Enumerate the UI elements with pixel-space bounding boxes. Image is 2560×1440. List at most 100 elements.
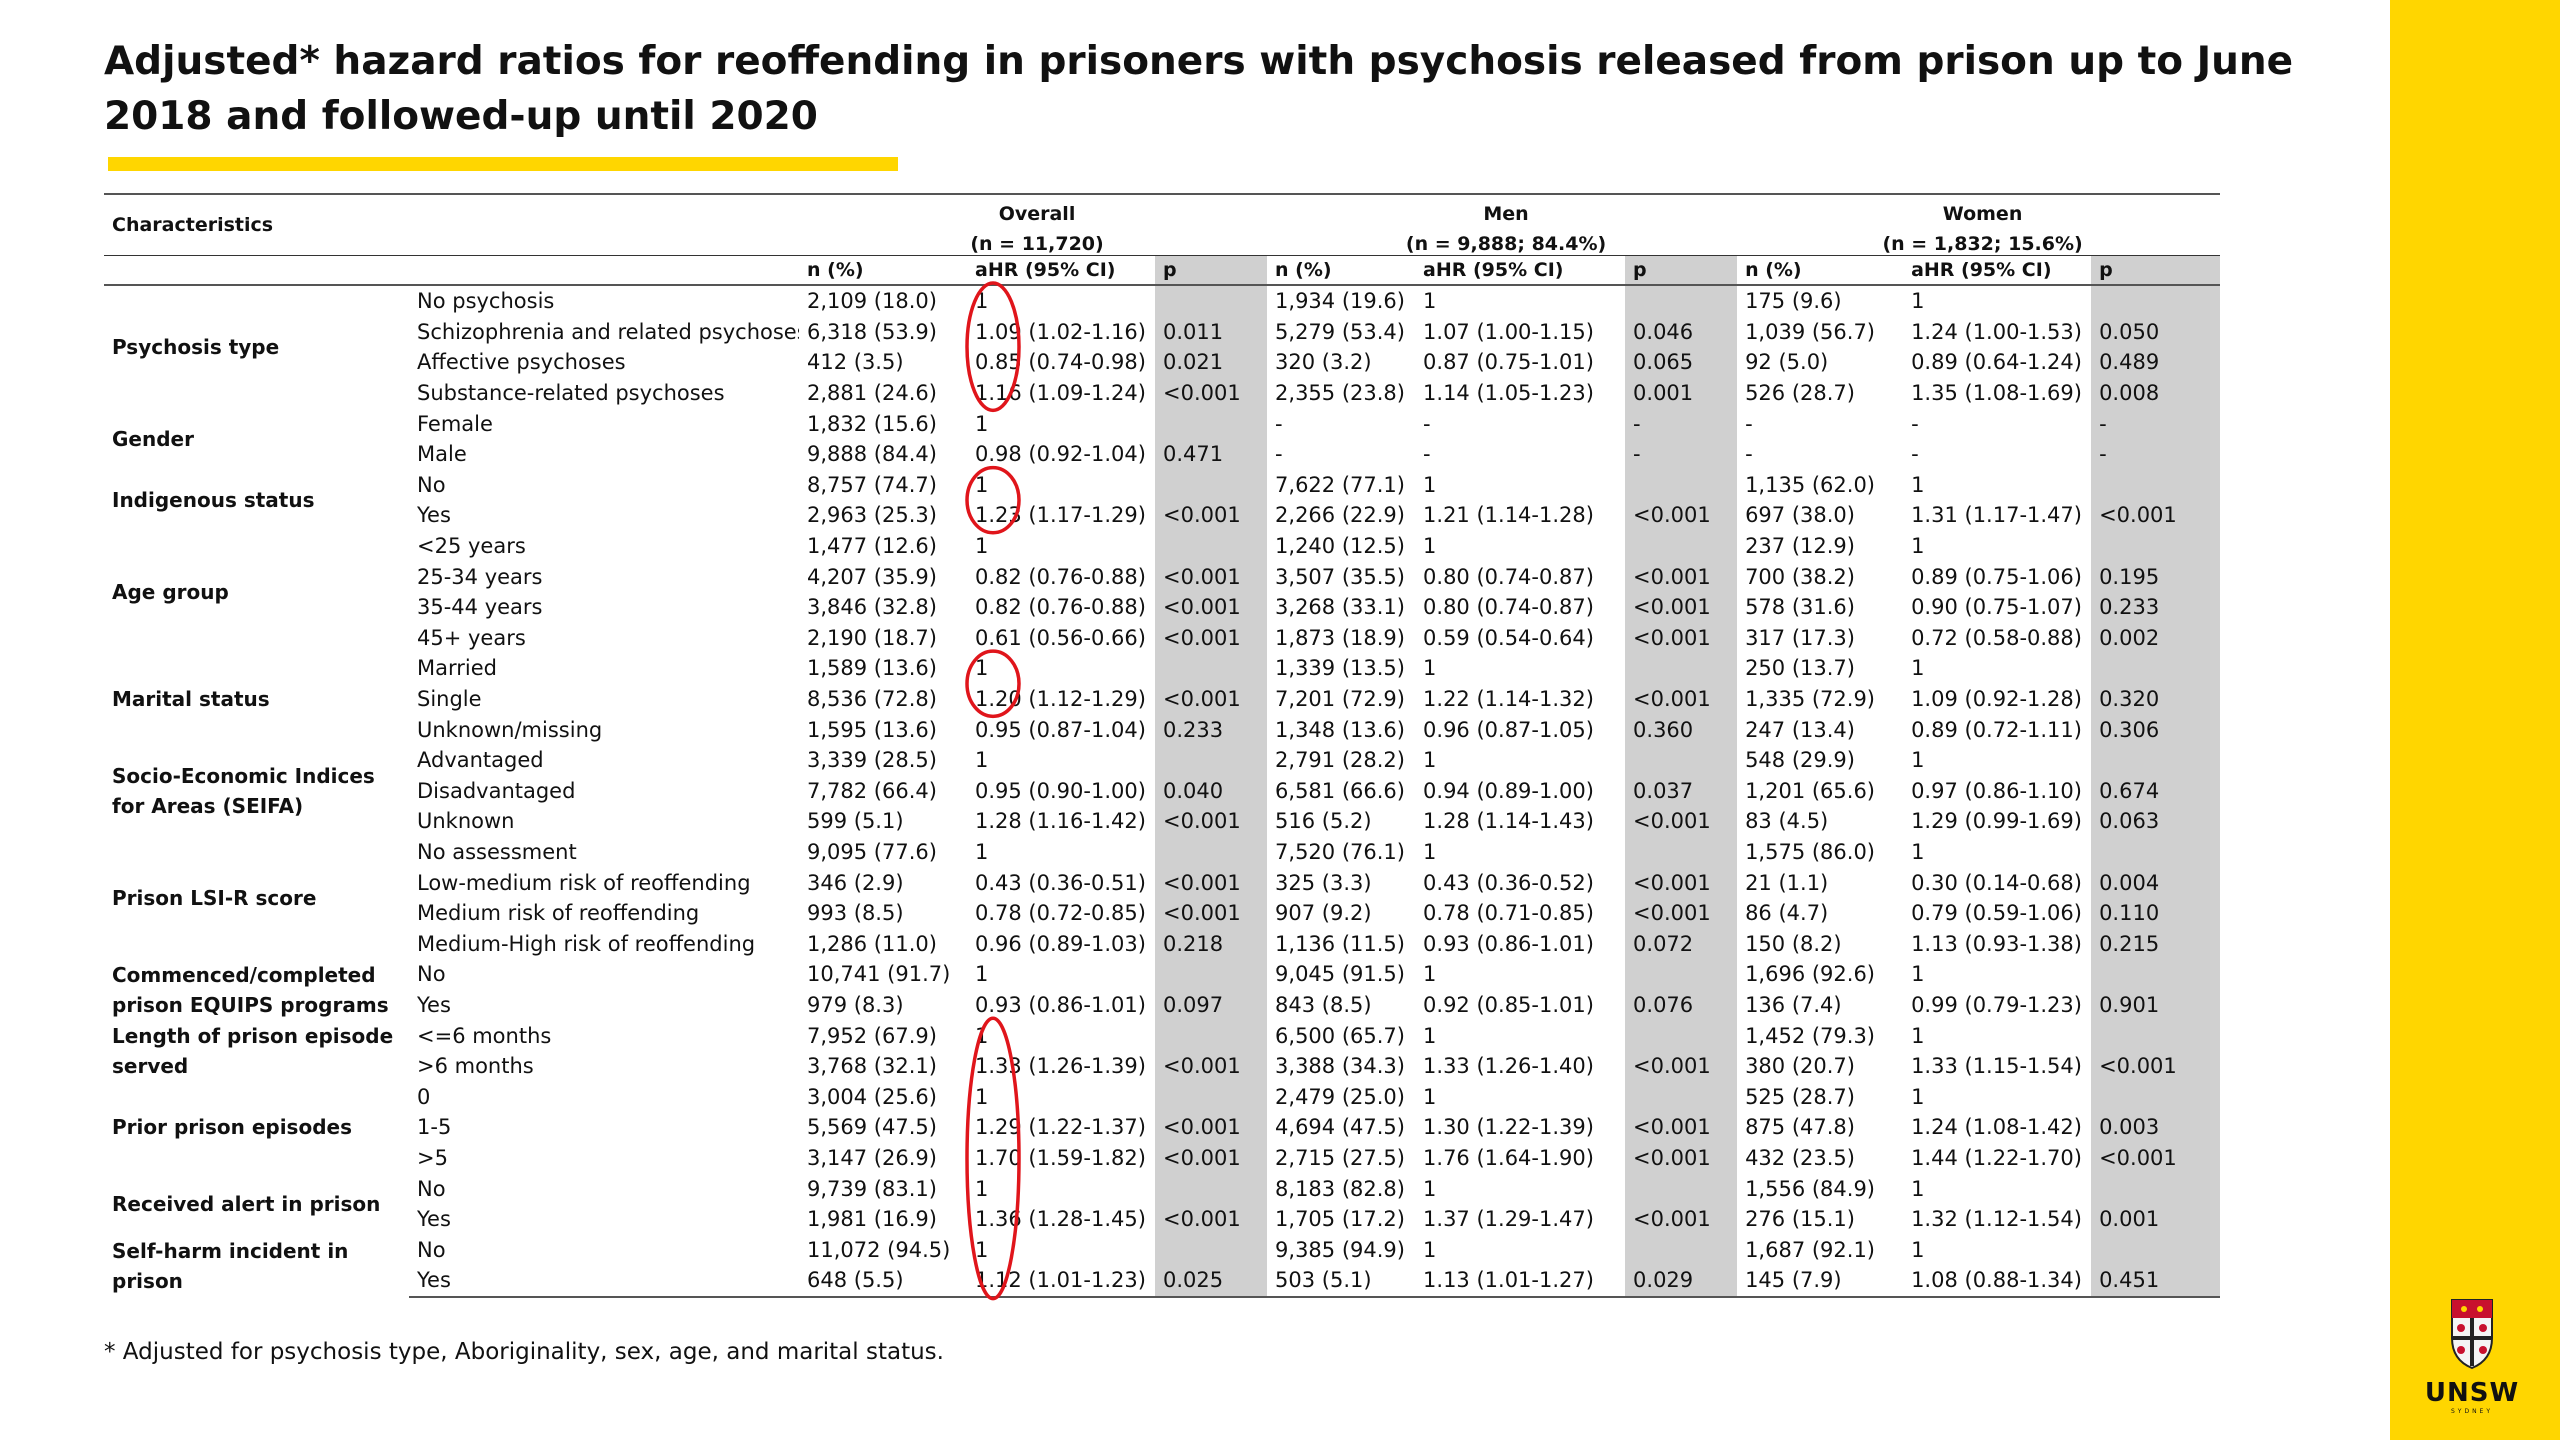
group-n-overall: (n = 11,720) (799, 225, 1268, 256)
cell-women-n: 432 (23.5) (1745, 1145, 1855, 1170)
cell-women-p (2091, 530, 2221, 562)
cell-women-ahr: 1 (1911, 289, 1925, 314)
cell-overall-ahr: 1 (975, 1084, 989, 1109)
cell-women-ahr: 1 (1911, 962, 1925, 987)
cell-women-ahr: 1.33 (1.15-1.54) (1911, 1054, 2082, 1079)
cell-women-ahr: 0.90 (0.75-1.07) (1911, 595, 2082, 620)
cell-women-n: 21 (1.1) (1745, 870, 1829, 895)
cell-overall-ahr: 1 (975, 534, 989, 559)
table-row: Prison LSI-R score No assessment 9,095 (77… (104, 836, 2221, 910)
cell-men-n: 516 (5.2) (1275, 809, 1372, 834)
cell-overall-ahr: 0.82 (0.76-0.88) (975, 595, 1146, 620)
table-row: Unknown/missing 1,595 (13.6) 0.95 (0.87-1.… (104, 714, 2221, 745)
cell-men-n: 1,705 (17.2) (1275, 1207, 1405, 1232)
cell-men-p (1625, 653, 1738, 684)
cell-women-n: 700 (38.2) (1745, 564, 1855, 589)
level-label: Schizophrenia and related psychoses (417, 319, 799, 344)
cell-overall-p: <0.001 (1155, 1050, 1268, 1082)
subheader-n: n (%) (1737, 255, 1904, 286)
cell-men-ahr: 1 (1423, 1237, 1437, 1262)
cell-overall-n: 7,952 (67.9) (807, 1023, 937, 1048)
cell-overall-p: <0.001 (1155, 591, 1268, 623)
cell-men-ahr: 0.80 (0.74-0.87) (1423, 564, 1594, 589)
level-label: Yes (417, 1207, 451, 1232)
cell-overall-ahr: 1 (975, 656, 989, 681)
level-label: <=6 months (417, 1023, 552, 1048)
level-label: Female (417, 411, 493, 436)
cell-overall-n: 6,318 (53.9) (807, 319, 937, 344)
cell-overall-p (1155, 285, 1268, 317)
cell-men-p (1625, 1020, 1738, 1051)
cell-women-p: 0.306 (2091, 714, 2221, 745)
cell-women-p: 0.050 (2091, 316, 2221, 348)
level-label: No (417, 962, 446, 987)
cell-men-p: <0.001 (1625, 1112, 1738, 1143)
characteristic-label: Commenced/completed prison EQUIPS progra… (112, 962, 389, 1017)
cell-men-n: 1,348 (13.6) (1275, 717, 1405, 742)
cell-women-ahr: 0.30 (0.14-0.68) (1911, 870, 2082, 895)
cell-overall-ahr: 1.23 (1.17-1.29) (975, 503, 1146, 528)
cell-women-n: 1,452 (79.3) (1745, 1023, 1875, 1048)
cell-men-n: 9,045 (91.5) (1275, 962, 1405, 987)
cell-women-n: 1,201 (65.6) (1745, 778, 1875, 803)
cell-women-p: 0.110 (2091, 897, 2221, 929)
cell-overall-n: 2,190 (18.7) (807, 625, 937, 650)
cell-women-ahr: 1 (1911, 748, 1925, 773)
table-body: Psychosis type No psychosis 2,109 (18.0) 1 1… (104, 285, 2221, 1298)
cell-men-p: 0.072 (1625, 928, 1738, 960)
group-n-men: (n = 9,888; 84.4%) (1267, 225, 1738, 256)
cell-overall-p: 0.471 (1155, 438, 1268, 470)
cell-overall-p (1155, 836, 1268, 868)
cell-overall-n: 1,595 (13.6) (807, 717, 937, 742)
cell-men-n: 6,500 (65.7) (1275, 1023, 1405, 1048)
cell-women-n: 237 (12.9) (1745, 534, 1855, 559)
table-row: >5 3,147 (26.9) 1.70 (1.59-1.82) <0.001 2,71… (104, 1142, 2221, 1174)
cell-men-ahr: 1.30 (1.22-1.39) (1423, 1115, 1594, 1140)
cell-women-p (2091, 1020, 2221, 1051)
cell-men-ahr: 1 (1423, 656, 1437, 681)
cell-men-n: 8,183 (82.8) (1275, 1176, 1405, 1201)
cell-women-p: 0.215 (2091, 928, 2221, 960)
cell-women-n: 1,556 (84.9) (1745, 1176, 1875, 1201)
cell-women-p (2091, 959, 2221, 990)
cell-overall-n: 9,888 (84.4) (807, 442, 937, 467)
level-label: No (417, 1176, 446, 1201)
characteristic-label: Self-harm incident in prison (112, 1238, 349, 1293)
cell-men-ahr: 1.13 (1.01-1.27) (1415, 1265, 1626, 1298)
cell-women-p (2091, 653, 2221, 684)
cell-men-p: <0.001 (1625, 622, 1738, 654)
cell-overall-n: 412 (3.5) (807, 350, 904, 375)
table-row: Medium-High risk of reoffending 1,286 (11… (104, 928, 2221, 960)
cell-women-ahr: 1.08 (0.88-1.34) (1903, 1265, 2092, 1298)
characteristic-label: Indigenous status (112, 488, 315, 513)
cell-women-p: 0.003 (2091, 1112, 2221, 1143)
cell-men-n: 3,268 (33.1) (1275, 595, 1405, 620)
cell-women-p: 0.674 (2091, 775, 2221, 807)
cell-overall-p: 0.218 (1155, 928, 1268, 960)
cell-men-p (1625, 744, 1738, 776)
table-row: Low-medium risk of reoffending 346 (2.9) 0… (104, 867, 2221, 898)
cell-women-p (2091, 469, 2221, 501)
cell-overall-n: 346 (2.9) (807, 870, 904, 895)
cell-men-n: 1,934 (19.6) (1275, 289, 1405, 314)
cell-men-p: 0.037 (1625, 775, 1738, 807)
cell-women-ahr: 1.32 (1.12-1.54) (1911, 1207, 2082, 1232)
cell-overall-n: 1,832 (15.6) (807, 411, 937, 436)
cell-men-p: <0.001 (1625, 683, 1738, 715)
cell-overall-n: 3,768 (32.1) (807, 1054, 937, 1079)
cell-men-ahr: 1 (1423, 839, 1437, 864)
cell-women-n: 1,135 (62.0) (1745, 472, 1875, 497)
level-label: Affective psychoses (417, 350, 626, 375)
cell-women-ahr: 1 (1911, 1237, 1925, 1262)
cell-men-n: 320 (3.2) (1275, 350, 1372, 375)
hazard-ratio-table-container: Characteristics Overall Men Women (n = 1… (104, 193, 2221, 1298)
cell-women-p: 0.901 (2091, 989, 2221, 1021)
cell-women-ahr: 0.89 (0.64-1.24) (1911, 350, 2082, 375)
cell-overall-n: 8,536 (72.8) (807, 687, 937, 712)
cell-overall-n: 993 (8.5) (807, 901, 904, 926)
cell-women-n: 317 (17.3) (1745, 625, 1855, 650)
cell-men-p (1625, 1173, 1738, 1204)
cell-men-p: <0.001 (1625, 897, 1738, 929)
cell-overall-ahr: 1 (975, 1237, 989, 1262)
cell-overall-n: 599 (5.1) (807, 809, 904, 834)
